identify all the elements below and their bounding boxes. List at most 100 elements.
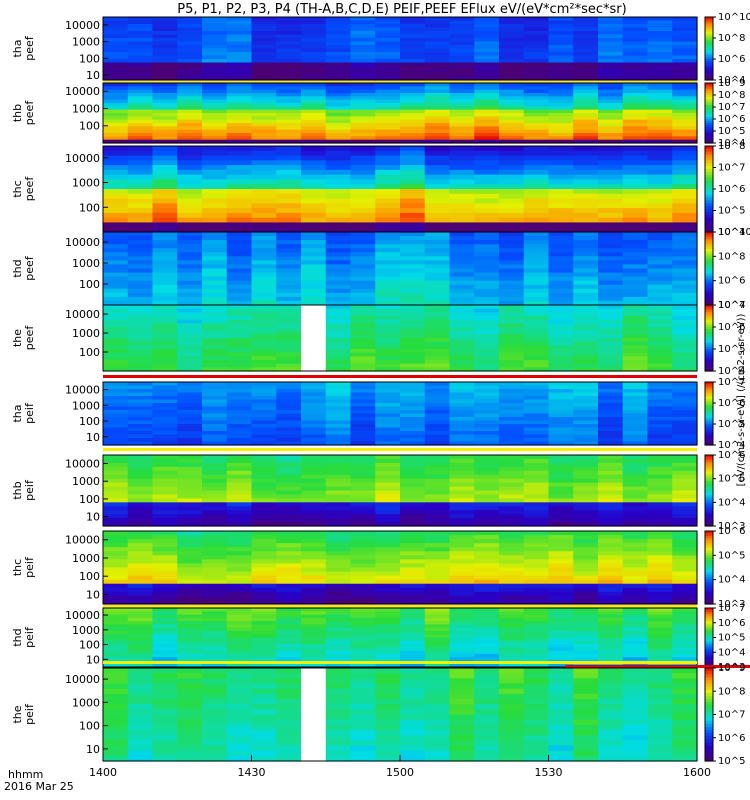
spectrogram-cell — [449, 312, 475, 317]
spectrogram-cell — [276, 510, 302, 515]
spectrogram-cell — [647, 406, 673, 411]
spectrogram-cell — [548, 630, 574, 635]
spectrogram-cell — [400, 614, 426, 619]
spectrogram-cell — [375, 189, 401, 195]
spectrogram-cell — [499, 482, 525, 488]
spectrogram-cell — [375, 119, 401, 124]
panel-label-probe: tha — [11, 404, 24, 422]
spectrogram-cell — [672, 184, 698, 190]
spectrogram-cell — [301, 740, 327, 747]
spectrogram-cell — [350, 730, 376, 736]
spectrogram-cell — [276, 438, 302, 443]
spectrogram-cell — [400, 510, 426, 515]
spectrogram-cell — [424, 657, 451, 662]
spectrogram-cell — [301, 668, 327, 674]
spectrogram-cell — [647, 62, 673, 67]
spectrogram-cell — [647, 567, 673, 573]
spectrogram-cell — [400, 232, 426, 237]
colorbar-step — [705, 157, 713, 161]
y-tick-label: 1000 — [72, 257, 100, 270]
spectrogram-cell — [251, 535, 277, 540]
quality-flag-bar — [103, 448, 697, 451]
spectrogram-cell — [424, 55, 451, 60]
spectrogram-cell — [672, 312, 698, 317]
spectrogram-cell — [350, 650, 376, 655]
spectrogram-cell — [301, 136, 327, 141]
spectrogram-cell — [672, 59, 698, 64]
spectrogram-cell — [177, 637, 203, 642]
spectrogram-cell — [573, 547, 599, 552]
spectrogram-cell — [103, 539, 129, 544]
spectrogram-cell — [400, 587, 426, 593]
spectrogram-cell — [424, 169, 451, 176]
spectrogram-cell — [622, 83, 649, 87]
spectrogram-cell — [449, 587, 475, 593]
spectrogram-cell — [103, 427, 129, 432]
spectrogram-cell — [499, 146, 525, 152]
spectrogram-cell — [400, 83, 426, 87]
spectrogram-cell — [325, 133, 352, 137]
spectrogram-cell — [474, 621, 500, 625]
spectrogram-cell — [598, 260, 624, 266]
y-tick-label: 100 — [79, 120, 100, 133]
spectrogram-cell — [375, 59, 401, 64]
spectrogram-cell — [523, 399, 550, 404]
spectrogram-cell — [548, 106, 574, 111]
spectrogram-cell — [152, 514, 178, 519]
spectrogram-cell — [474, 136, 500, 141]
spectrogram-cell — [251, 650, 277, 655]
spectrogram-cell — [548, 575, 574, 581]
spectrogram-cell — [202, 312, 228, 317]
spectrogram-cell — [474, 316, 500, 321]
spectrogram-cell — [127, 244, 154, 249]
spectrogram-cell — [449, 494, 475, 499]
spectrogram-cell — [301, 260, 327, 266]
y-tick-label: 100 — [79, 201, 100, 214]
spectrogram-cell — [573, 83, 599, 87]
spectrogram-cell — [424, 119, 451, 124]
spectrogram-cell — [350, 109, 376, 114]
spectrogram-cell — [350, 438, 376, 443]
spectrogram-cell — [202, 363, 228, 368]
spectrogram-cell — [276, 406, 302, 411]
spectrogram-cell — [226, 735, 253, 741]
spectrogram-cell — [375, 280, 401, 286]
colorbar-tick-label: 10^5 — [718, 344, 745, 355]
spectrogram-cell — [499, 417, 525, 422]
spectrogram-cell — [449, 20, 475, 25]
spectrogram-cell — [251, 341, 277, 346]
spectrogram-cell — [127, 288, 154, 294]
spectrogram-cell — [103, 276, 129, 282]
spectrogram-cell — [449, 673, 475, 679]
spectrogram-cell — [127, 396, 154, 401]
spectrogram-cell — [202, 514, 228, 519]
spectrogram-cell — [672, 179, 698, 185]
spectrogram-cell — [202, 510, 228, 515]
spectrogram-cell — [548, 740, 574, 747]
y-tick-label: 100 — [79, 639, 100, 652]
spectrogram-cell — [251, 462, 277, 468]
spectrogram-cell — [177, 268, 203, 274]
spectrogram-cell — [499, 300, 525, 306]
spectrogram-cell — [375, 160, 401, 166]
colorbar-step — [705, 285, 713, 289]
spectrogram-cell — [276, 755, 302, 762]
spectrogram-cell — [548, 678, 574, 685]
spectrogram-cell — [523, 462, 550, 468]
spectrogram-cell — [127, 352, 154, 357]
spectrogram-cell — [127, 719, 154, 726]
spectrogram-cell — [424, 730, 451, 736]
spectrogram-cell — [177, 571, 203, 577]
spectrogram-cell — [276, 678, 302, 685]
spectrogram-cell — [672, 330, 698, 335]
spectrogram-cell — [499, 699, 525, 705]
spectrogram-cell — [301, 52, 327, 57]
spectrogram-cell — [400, 89, 426, 94]
spectrogram-cell — [152, 280, 178, 286]
spectrogram-cell — [152, 360, 178, 365]
colorbar-tick-label: 10^4 — [718, 75, 745, 86]
spectrogram-cell — [523, 673, 550, 679]
spectrogram-cell — [226, 653, 253, 658]
spectrogram-cell — [325, 89, 352, 94]
spectrogram-cell — [226, 129, 253, 134]
